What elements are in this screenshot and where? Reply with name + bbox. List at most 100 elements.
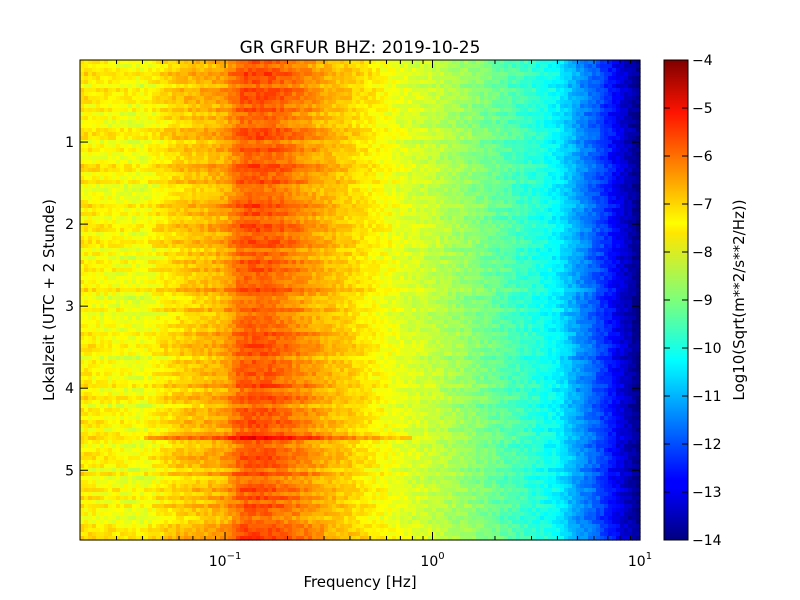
heatmap-cell	[80, 192, 85, 197]
heatmap-cell	[100, 504, 105, 509]
heatmap-cell	[148, 420, 153, 425]
heatmap-cell	[200, 352, 205, 357]
heatmap-cell	[136, 512, 141, 517]
heatmap-cell	[108, 456, 113, 461]
heatmap-cell	[100, 288, 105, 293]
heatmap-cell	[196, 324, 201, 329]
heatmap-cell	[176, 256, 181, 261]
heatmap-cell	[172, 280, 177, 285]
heatmap-cell	[244, 356, 249, 361]
heatmap-cell	[116, 76, 121, 81]
heatmap-cell	[172, 212, 177, 217]
heatmap-cell	[100, 72, 105, 77]
heatmap-cell	[204, 84, 209, 89]
heatmap-cell	[160, 240, 165, 245]
heatmap-cell	[180, 64, 185, 69]
heatmap-cell	[240, 288, 245, 293]
heatmap-cell	[196, 328, 201, 333]
heatmap-cell	[124, 464, 129, 469]
heatmap-cell	[216, 212, 221, 217]
heatmap-cell	[156, 72, 161, 77]
heatmap-cell	[192, 404, 197, 409]
heatmap-cell	[176, 432, 181, 437]
heatmap-cell	[124, 424, 129, 429]
heatmap-cell	[104, 188, 109, 193]
heatmap-cell	[200, 508, 205, 513]
heatmap-cell	[152, 208, 157, 213]
heatmap-cell	[100, 192, 105, 197]
heatmap-cell	[236, 440, 241, 445]
heatmap-cell	[128, 68, 133, 73]
heatmap-cell	[216, 256, 221, 261]
heatmap-cell	[144, 264, 149, 269]
heatmap-cell	[120, 264, 125, 269]
heatmap-cell	[156, 340, 161, 345]
heatmap-cell	[224, 180, 229, 185]
heatmap-cell	[164, 456, 169, 461]
heatmap-cell	[96, 60, 101, 65]
heatmap-cell	[204, 340, 209, 345]
heatmap-cell	[136, 424, 141, 429]
heatmap-cell	[156, 248, 161, 253]
heatmap-cell	[236, 124, 241, 129]
heatmap-cell	[220, 164, 225, 169]
heatmap-cell	[108, 332, 113, 337]
heatmap-cell	[100, 360, 105, 365]
heatmap-cell	[176, 512, 181, 517]
heatmap-cell	[96, 196, 101, 201]
heatmap-cell	[172, 428, 177, 433]
heatmap-cell	[200, 488, 205, 493]
heatmap-cell	[132, 108, 137, 113]
heatmap-cell	[116, 124, 121, 129]
heatmap-cell	[156, 304, 161, 309]
heatmap-cell	[156, 76, 161, 81]
heatmap-cell	[204, 156, 209, 161]
heatmap-cell	[228, 140, 233, 145]
heatmap-cell	[212, 124, 217, 129]
heatmap-cell	[200, 232, 205, 237]
heatmap-cell	[216, 144, 221, 149]
heatmap-cells	[80, 60, 641, 541]
heatmap-cell	[156, 120, 161, 125]
heatmap-cell	[196, 212, 201, 217]
chart-title: GR GRFUR BHZ: 2019-10-25	[240, 38, 481, 58]
heatmap-cell	[148, 348, 153, 353]
heatmap-cell	[176, 456, 181, 461]
heatmap-cell	[220, 452, 225, 457]
heatmap-cell	[168, 196, 173, 201]
heatmap-cell	[120, 524, 125, 529]
heatmap-cell	[224, 400, 229, 405]
heatmap-cell	[244, 324, 249, 329]
heatmap-cell	[192, 76, 197, 81]
heatmap-cell	[176, 352, 181, 357]
heatmap-cell	[212, 452, 217, 457]
heatmap-cell	[180, 180, 185, 185]
heatmap-cell	[200, 320, 205, 325]
heatmap-cell	[144, 128, 149, 133]
heatmap-cell	[228, 220, 233, 225]
heatmap-cell	[144, 176, 149, 181]
heatmap-cell	[128, 208, 133, 213]
heatmap-cell	[84, 260, 89, 265]
heatmap-cell	[228, 288, 233, 293]
heatmap-cell	[124, 452, 129, 457]
heatmap-cell	[128, 236, 133, 241]
heatmap-cell	[108, 508, 113, 513]
heatmap-cell	[152, 308, 157, 313]
heatmap-cell	[132, 352, 137, 357]
heatmap-cell	[180, 516, 185, 521]
heatmap-cell	[180, 456, 185, 461]
heatmap-cell	[136, 156, 141, 161]
heatmap-cell	[184, 84, 189, 89]
heatmap-cell	[188, 224, 193, 229]
heatmap-cell	[120, 252, 125, 257]
heatmap-cell	[160, 528, 165, 533]
heatmap-cell	[244, 100, 249, 105]
heatmap-cell	[124, 200, 129, 205]
heatmap-cell	[220, 304, 225, 309]
heatmap-cell	[100, 356, 105, 361]
heatmap-cell	[224, 72, 229, 77]
heatmap-cell	[140, 140, 145, 145]
heatmap-cell	[92, 104, 97, 109]
heatmap-cell	[180, 128, 185, 133]
